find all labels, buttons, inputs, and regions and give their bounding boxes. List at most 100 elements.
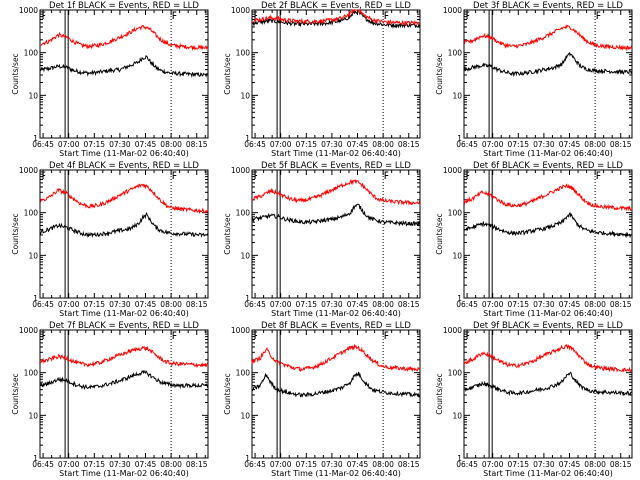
lld-series-line: [39, 345, 209, 368]
x-tick-label: 08:00: [372, 460, 394, 469]
x-tick-label: 07:00: [482, 460, 504, 469]
plot-frame: [463, 169, 633, 299]
events-series-line: [39, 55, 209, 78]
x-tick-label: 07:30: [533, 140, 555, 149]
x-tick-label: 06:45: [32, 460, 54, 469]
y-tick-label: 1000: [19, 326, 38, 335]
x-tick-label: 06:45: [32, 300, 54, 309]
y-tick-label: 100: [24, 369, 39, 378]
chart-panel-4: Det 4f BLACK = Events, RED = LLD 1 10 100 10…: [11, 161, 209, 318]
chart-title: Det 7f BLACK = Events, RED = LLD: [49, 321, 199, 331]
events-series-line: [463, 211, 633, 239]
y-tick-label: 10: [452, 251, 462, 260]
x-tick-label: 07:30: [533, 460, 555, 469]
x-tick-label: 07:45: [559, 300, 581, 309]
interval-bracket-mark: [466, 171, 470, 179]
y-axis-label: Counts/sec: [435, 373, 444, 414]
x-tick-label: 08:00: [160, 140, 182, 149]
x-tick-label: 08:15: [186, 140, 208, 149]
interval-bracket-mark: [42, 11, 46, 19]
x-tick-label: 07:00: [482, 300, 504, 309]
interval-bracket-mark: [254, 171, 258, 179]
x-tick-label: 06:45: [244, 300, 266, 309]
x-tick-label: 08:15: [610, 140, 632, 149]
chart-panel-2: Det 2f BLACK = Events, RED = LLD 1 10 100 10…: [223, 1, 421, 158]
interval-bracket-mark: [596, 171, 601, 179]
interval-bracket-mark: [42, 171, 46, 179]
y-tick-label: 10: [452, 411, 462, 420]
y-tick-label: 1: [33, 294, 38, 303]
interval-bracket-mark: [384, 171, 389, 179]
x-tick-label: 07:30: [321, 460, 343, 469]
x-tick-label: 08:00: [584, 140, 606, 149]
y-axis-label: Counts/sec: [435, 53, 444, 94]
x-axis-label: Start Time (11-Mar-02 06:40:40): [271, 469, 401, 478]
y-tick-label: 10: [28, 91, 38, 100]
interval-bracket-mark: [172, 331, 177, 339]
y-tick-label: 1: [33, 454, 38, 463]
lld-series-line: [251, 178, 421, 206]
y-tick-label: 10: [28, 251, 38, 260]
x-tick-label: 07:15: [295, 300, 317, 309]
y-tick-label: 1: [457, 294, 462, 303]
x-tick-label: 07:30: [321, 300, 343, 309]
x-tick-label: 08:00: [584, 460, 606, 469]
events-series-line: [463, 51, 633, 78]
y-tick-label: 1000: [231, 326, 250, 335]
x-tick-label: 08:15: [610, 300, 632, 309]
y-axis-label: Counts/sec: [223, 213, 232, 254]
x-tick-label: 07:30: [109, 300, 131, 309]
x-axis-label: Start Time (11-Mar-02 06:40:40): [59, 309, 189, 318]
y-tick-label: 1: [245, 134, 250, 143]
x-tick-label: 08:15: [186, 460, 208, 469]
y-tick-label: 1000: [443, 6, 462, 15]
events-series-line: [251, 203, 421, 227]
x-axis-label: Start Time (11-Mar-02 06:40:40): [271, 309, 401, 318]
interval-bracket-mark: [254, 331, 258, 339]
plot-frame: [463, 329, 633, 459]
y-tick-label: 1: [457, 134, 462, 143]
x-tick-label: 08:00: [372, 140, 394, 149]
chart-panel-8: Det 8f BLACK = Events, RED = LLD 1 10 100 10…: [223, 321, 421, 478]
chart-title: Det 2f BLACK = Events, RED = LLD: [261, 1, 411, 11]
lld-series-line: [251, 9, 421, 27]
x-tick-label: 07:00: [270, 300, 292, 309]
chart-title: Det 1f BLACK = Events, RED = LLD: [49, 1, 199, 11]
x-tick-label: 07:15: [507, 140, 529, 149]
events-series-line: [251, 371, 421, 398]
y-tick-label: 1000: [443, 326, 462, 335]
y-tick-label: 100: [448, 49, 463, 58]
y-tick-label: 1: [245, 454, 250, 463]
interval-bracket-mark: [172, 171, 177, 179]
x-tick-label: 06:45: [32, 140, 54, 149]
x-tick-label: 08:15: [398, 460, 420, 469]
chart-title: Det 5f BLACK = Events, RED = LLD: [261, 161, 411, 171]
x-tick-label: 08:15: [610, 460, 632, 469]
x-axis-label: Start Time (11-Mar-02 06:40:40): [271, 149, 401, 158]
events-series-line: [463, 371, 633, 397]
x-tick-label: 07:45: [559, 140, 581, 149]
chart-panel-7: Det 7f BLACK = Events, RED = LLD 1 10 100 10…: [11, 321, 209, 478]
x-tick-label: 07:45: [347, 140, 369, 149]
x-tick-label: 08:00: [160, 300, 182, 309]
interval-bracket-mark: [466, 11, 470, 19]
x-tick-label: 07:00: [58, 140, 80, 149]
y-tick-label: 10: [452, 91, 462, 100]
y-tick-label: 100: [236, 49, 251, 58]
x-tick-label: 06:45: [456, 460, 478, 469]
x-axis-label: Start Time (11-Mar-02 06:40:40): [59, 469, 189, 478]
x-tick-label: 07:00: [270, 140, 292, 149]
x-tick-label: 07:15: [83, 460, 105, 469]
x-tick-label: 07:45: [135, 140, 157, 149]
x-tick-label: 07:30: [533, 300, 555, 309]
y-tick-label: 100: [448, 209, 463, 218]
chart-title: Det 9f BLACK = Events, RED = LLD: [473, 321, 623, 331]
y-tick-label: 10: [240, 251, 250, 260]
chart-title: Det 4f BLACK = Events, RED = LLD: [49, 161, 199, 171]
interval-bracket-mark: [42, 331, 46, 339]
x-tick-label: 06:45: [456, 140, 478, 149]
lld-series-line: [251, 343, 421, 373]
events-series-line: [39, 211, 209, 239]
y-tick-label: 10: [240, 91, 250, 100]
x-tick-label: 07:15: [507, 460, 529, 469]
